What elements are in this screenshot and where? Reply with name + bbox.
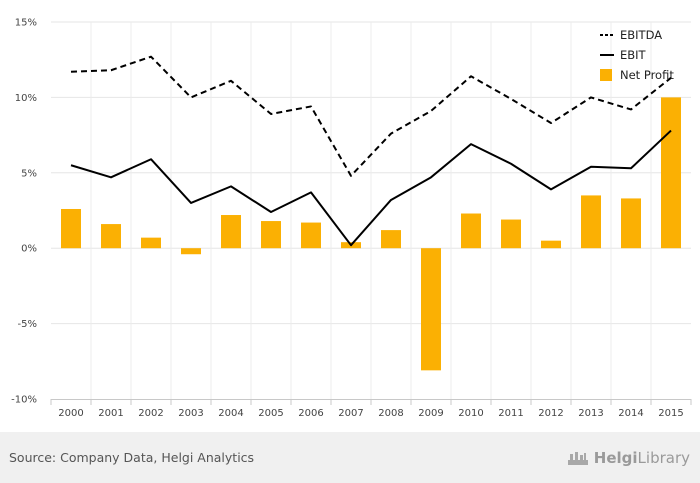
y-tick-label: -10% [11,395,37,406]
x-tick-label: 2013 [578,408,603,419]
brand-name-part2: Library [637,449,690,467]
legend-label-ebitda: EBITDA [620,28,662,42]
net-profit-bar [461,213,481,249]
brand-name-part1: Helgi [593,449,638,467]
x-tick-label: 2001 [98,408,123,419]
net-profit-bar [221,215,241,249]
legend-label-net-profit: Net Profit [620,68,674,82]
y-tick-label: -5% [18,319,37,330]
net-profit-bar [61,208,81,249]
net-profit-bars [61,97,681,371]
x-tick-label: 2007 [338,408,363,419]
x-tick-label: 2012 [538,408,563,419]
net-profit-bar [141,237,161,249]
x-tick-label: 2006 [298,408,323,419]
x-tick-label: 2003 [178,408,203,419]
net-profit-bar [381,230,401,249]
legend: EBITDA EBIT Net Profit [600,28,674,82]
y-tick-label: 5% [21,168,37,179]
line-series [70,55,672,247]
legend-swatch-net-profit [600,69,612,81]
net-profit-bar [101,224,121,249]
chart: 15% 10% 5% 0% -5% -10% 2000 2001 2002 2003 2004 200… [11,18,692,419]
axes: 15% 10% 5% 0% -5% -10% 2000 2001 2002 2003 2004 200… [11,18,692,419]
brand-logo[interactable]: HelgiLibrary [567,449,690,467]
net-profit-bar [581,195,601,249]
net-profit-bar [501,219,521,249]
x-tick-label: 2008 [378,408,403,419]
net-profit-bar [301,222,321,249]
net-profit-bar [181,248,201,255]
x-tick-label: 2010 [458,408,483,419]
x-tick-label: 2015 [658,408,683,419]
x-tick-label: 2009 [418,408,443,419]
net-profit-bar [261,221,281,249]
net-profit-bar [661,97,681,249]
x-tick-label: 2002 [138,408,163,419]
x-tick-label: 2005 [258,408,283,419]
ebitda-line [70,55,672,177]
x-tick-label: 2014 [618,408,643,419]
x-tick-label: 2000 [58,408,83,419]
library-icon [567,452,588,465]
y-tick-label: 0% [21,244,37,255]
grid-layer [51,21,691,399]
source-text: Source: Company Data, Helgi Analytics [9,450,255,465]
footer-bar [0,432,700,483]
ebit-line [70,129,672,247]
x-tick-label: 2004 [218,408,243,419]
net-profit-bar [541,240,561,249]
net-profit-bar [621,198,641,249]
net-profit-bar [421,248,441,371]
legend-label-ebit: EBIT [620,48,647,62]
y-tick-label: 15% [15,18,37,29]
y-tick-label: 10% [15,93,37,104]
x-tick-label: 2011 [498,408,523,419]
